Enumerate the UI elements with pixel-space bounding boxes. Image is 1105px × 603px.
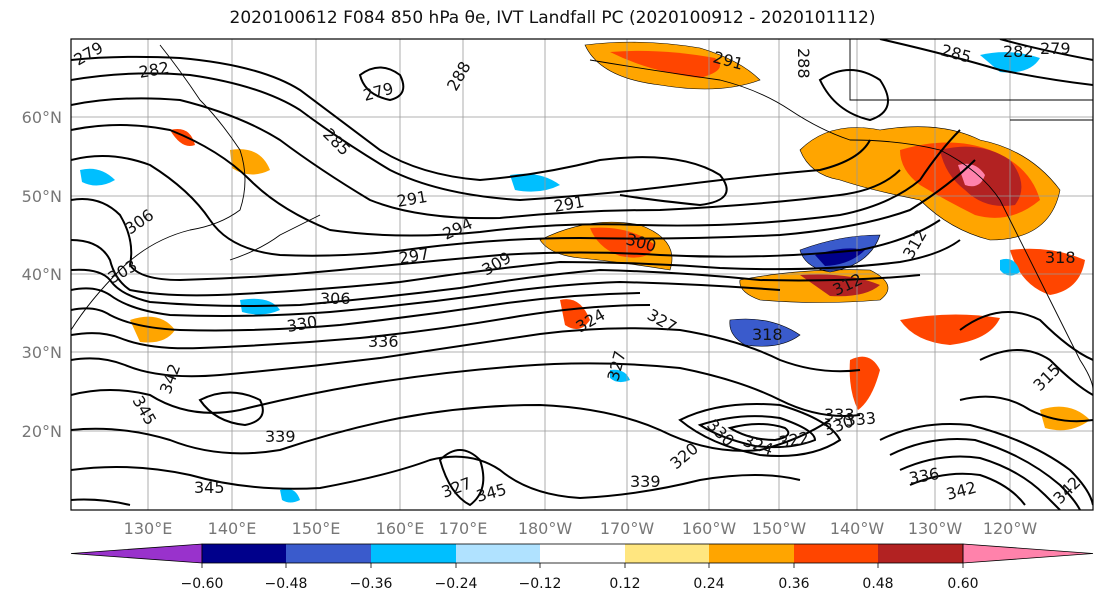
lon-label: 160°E	[376, 519, 425, 538]
contour-label: 339	[630, 472, 661, 491]
lon-label: 120°W	[983, 519, 1038, 538]
lat-label-60n: 60°N	[22, 108, 62, 127]
colorbar-tick-label: 0.60	[947, 576, 978, 592]
colorbar-segment	[202, 544, 286, 563]
colorbar-tick-label: 0.36	[778, 576, 809, 592]
lat-label-20n: 20°N	[22, 422, 62, 441]
shade-blob	[610, 50, 720, 78]
colorbar-segment	[878, 544, 963, 563]
lon-label: 180°W	[518, 519, 573, 538]
colorbar-tick-label: 0.24	[693, 576, 724, 592]
lon-label: 150°W	[752, 519, 807, 538]
contour-label: 333	[824, 405, 855, 424]
lon-label: 140°E	[208, 519, 257, 538]
colorbar-segment	[286, 544, 371, 563]
lon-label: 170°E	[439, 519, 488, 538]
contour-label: 306	[320, 289, 351, 308]
colorbar-extension-high	[962, 543, 1094, 564]
lon-label: 170°W	[600, 519, 655, 538]
colorbar-extension-low	[70, 543, 203, 564]
lon-label: 130°E	[124, 519, 173, 538]
shade-blob	[560, 299, 590, 329]
contour-label: 336	[368, 332, 399, 351]
colorbar-tick-label: −0.36	[350, 576, 393, 592]
colorbar-segment	[371, 544, 456, 563]
contour-label: 318	[752, 325, 783, 344]
lon-label: 160°W	[682, 519, 737, 538]
map-background	[71, 39, 1093, 510]
colorbar-segment	[794, 544, 878, 563]
lat-label-50n: 50°N	[22, 187, 62, 206]
map-title: 2020100612 F084 850 hPa θe, IVT Landfall…	[229, 8, 876, 28]
colorbar-frame	[201, 543, 964, 564]
colorbar-tick-label: 0.12	[609, 576, 640, 592]
lon-label: 150°E	[292, 519, 341, 538]
shade-blob	[80, 168, 115, 186]
colorbar-tick-label: −0.24	[435, 576, 478, 592]
colorbar-tick-label: −0.60	[181, 576, 224, 592]
colorbar-ticks	[201, 563, 964, 568]
colorbar-tick-labels: −0.60 −0.48 −0.36 −0.24 −0.12 0.12 0.24 …	[181, 576, 979, 592]
colorbar-segments	[70, 543, 1094, 564]
shade-blob	[1010, 248, 1085, 295]
theta-e-contours	[71, 39, 1093, 510]
colorbar-segment	[456, 544, 540, 563]
shade-blob	[900, 314, 1000, 345]
latitude-labels: 20°N 30°N 40°N 50°N 60°N	[22, 108, 62, 441]
grid-lines	[71, 39, 1093, 510]
shade-blob	[590, 227, 655, 258]
lon-label: 130°W	[908, 519, 963, 538]
shade-blob	[130, 316, 175, 343]
contour-label: 339	[265, 427, 296, 446]
colorbar-tick-label: 0.48	[862, 576, 893, 592]
colorbar-segment	[540, 544, 625, 563]
colorbar-tick-label: −0.12	[519, 576, 562, 592]
shade-outlines	[539, 41, 1061, 347]
contour-label: 345	[194, 478, 225, 497]
map-frame	[70, 38, 1094, 511]
shade-blob	[230, 149, 270, 175]
contour-label: 318	[1045, 248, 1076, 267]
contour-label: 282	[1003, 42, 1034, 61]
coastlines	[71, 39, 1093, 391]
longitude-labels: 130°E 140°E 150°E 160°E 170°E 180°W 170°…	[124, 519, 1038, 538]
colorbar-tick-label: −0.48	[265, 576, 308, 592]
colorbar-segment	[709, 544, 794, 563]
contour-label: 288	[794, 48, 813, 79]
contour-label: 333	[845, 408, 877, 430]
shade-blob	[1040, 406, 1090, 431]
shade-blob	[510, 173, 560, 192]
colorbar: −0.60 −0.48 −0.36 −0.24 −0.12 0.12 0.24 …	[70, 543, 1094, 592]
lon-label: 140°W	[830, 519, 885, 538]
colorbar-segment	[625, 544, 709, 563]
contour-label: 279	[1040, 39, 1071, 58]
shade-blob	[610, 369, 630, 383]
lat-label-40n: 40°N	[22, 265, 62, 284]
lat-label-30n: 30°N	[22, 343, 62, 362]
shade-blob	[280, 488, 300, 503]
